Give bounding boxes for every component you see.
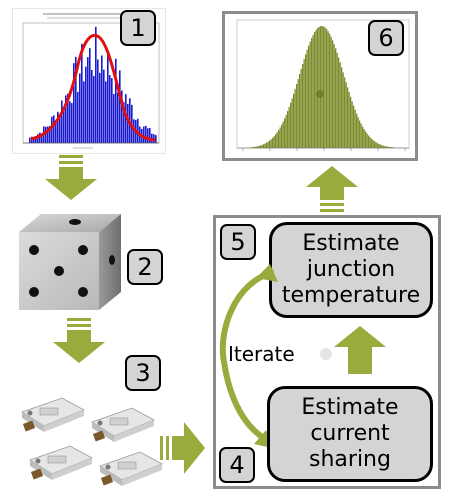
power-module-icon bbox=[29, 445, 93, 480]
right-arrow-icon bbox=[160, 422, 205, 474]
box-line: junction bbox=[306, 257, 396, 282]
box-line: Estimate bbox=[301, 395, 399, 420]
power-module-icon bbox=[99, 451, 163, 486]
up-arrow-icon bbox=[334, 326, 386, 374]
box-line: Estimate bbox=[302, 231, 400, 256]
estimate-junction-temperature-box: Estimate junction temperature bbox=[269, 222, 433, 318]
dot-marker bbox=[320, 348, 332, 360]
fit-curve bbox=[30, 34, 156, 142]
up-arrow-icon bbox=[306, 166, 358, 212]
box-line: sharing bbox=[309, 447, 391, 472]
down-arrow-icon bbox=[45, 155, 97, 200]
histogram-bars bbox=[29, 26, 157, 144]
step-2-badge: 2 bbox=[127, 249, 163, 285]
power-module-icon bbox=[91, 407, 155, 442]
down-arrow-icon bbox=[53, 318, 105, 363]
step-5-badge: 5 bbox=[220, 224, 256, 260]
estimate-current-sharing-box: Estimate current sharing bbox=[267, 386, 433, 482]
step-1-badge: 1 bbox=[120, 10, 156, 46]
step-3-badge: 3 bbox=[125, 355, 161, 391]
power-module-icon bbox=[21, 397, 85, 432]
box-line: temperature bbox=[281, 283, 421, 308]
step-4-badge: 4 bbox=[219, 447, 255, 483]
box-line: current bbox=[310, 421, 390, 446]
iterate-label: Iterate bbox=[228, 342, 295, 366]
dice-icon bbox=[19, 214, 121, 310]
power-modules-icon bbox=[21, 397, 163, 486]
output-histogram-bars bbox=[249, 26, 395, 149]
step-6-badge: 6 bbox=[368, 20, 404, 56]
